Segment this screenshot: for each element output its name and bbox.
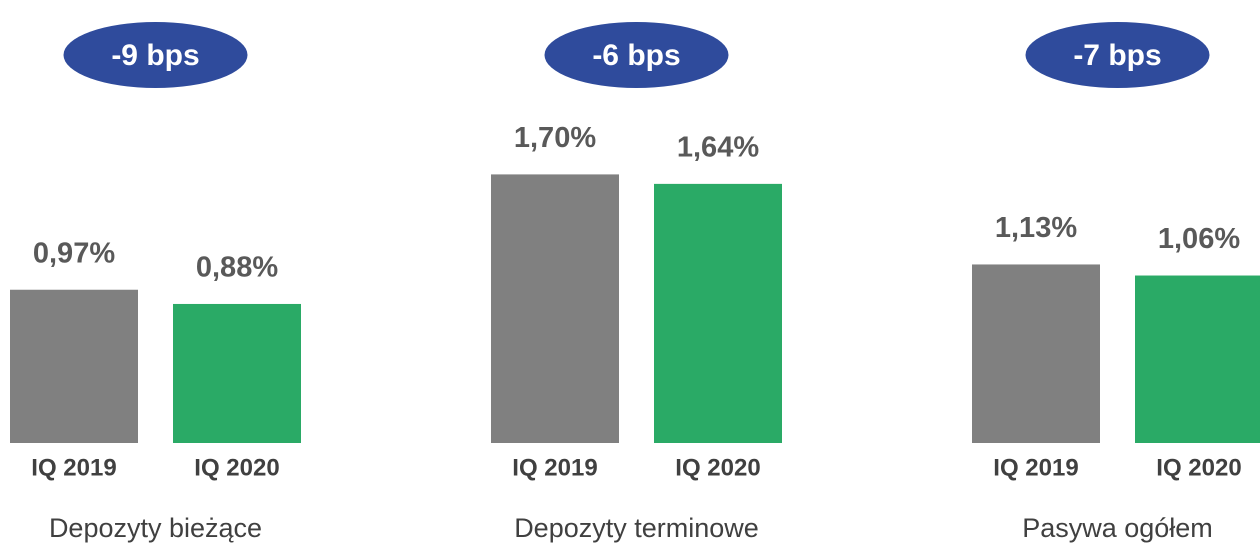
category-label: IQ 2020: [194, 454, 279, 481]
bar: [654, 183, 782, 443]
value-label: 0,97%: [33, 237, 115, 269]
badge-text: -6 bps: [592, 39, 680, 72]
badge: [544, 22, 729, 88]
category-label: IQ 2020: [1156, 454, 1241, 481]
category-label: IQ 2019: [31, 454, 116, 481]
value-label: 1,13%: [995, 212, 1077, 244]
bar: [491, 174, 619, 443]
chart-title: Depozyty terminowe: [514, 513, 759, 543]
badge: [1025, 22, 1210, 88]
bar: [173, 303, 301, 443]
value-label: 1,06%: [1158, 223, 1240, 255]
chart-title: Pasywa ogółem: [1022, 513, 1213, 543]
badge-text: -7 bps: [1073, 39, 1161, 72]
bar: [1135, 275, 1260, 443]
category-label: IQ 2020: [675, 454, 760, 481]
category-label: IQ 2019: [512, 454, 597, 481]
bar: [972, 264, 1100, 443]
value-label: 1,64%: [677, 132, 759, 164]
value-label: 0,88%: [196, 252, 278, 284]
badge-text: -9 bps: [111, 39, 199, 72]
chart-title: Depozyty bieżące: [49, 513, 262, 543]
badge: [63, 22, 248, 88]
category-label: IQ 2019: [993, 454, 1078, 481]
bar: [10, 289, 138, 443]
value-label: 1,70%: [514, 122, 596, 154]
